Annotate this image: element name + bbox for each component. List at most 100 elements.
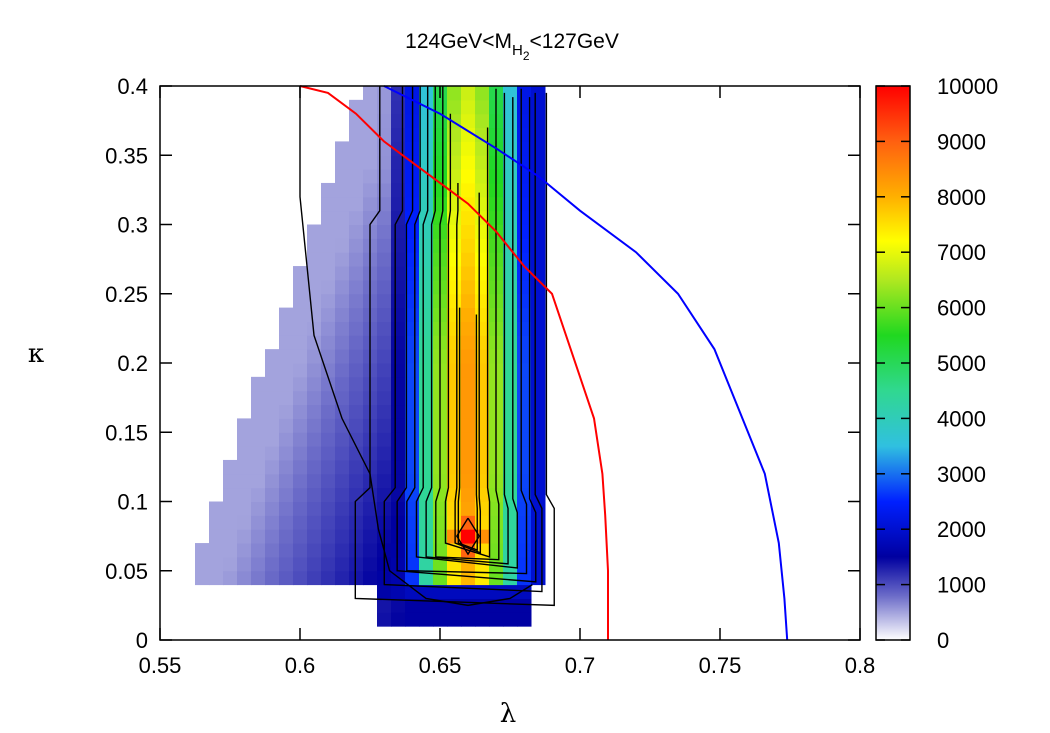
heatmap-cell xyxy=(237,473,252,489)
heatmap-cell xyxy=(335,141,350,156)
heatmap-cell xyxy=(391,459,406,475)
heatmap-cell xyxy=(223,473,238,489)
heatmap-cell xyxy=(405,418,420,433)
heatmap-cell xyxy=(503,196,518,212)
x-axis-ticks: 0.55 0.6 0.65 0.7 0.75 0.8 xyxy=(139,86,875,678)
heatmap-cell xyxy=(223,487,238,502)
heatmap-cell xyxy=(293,321,308,336)
heatmap-cell xyxy=(405,404,420,419)
contour-line xyxy=(415,86,518,569)
heatmap-cell xyxy=(405,349,420,364)
heatmap-cell xyxy=(531,155,546,170)
heatmap-cell xyxy=(377,86,392,101)
heatmap-cell xyxy=(307,266,322,281)
heatmap-cell xyxy=(503,459,518,475)
heatmap-cell xyxy=(531,418,546,433)
heatmap-cell xyxy=(335,404,350,419)
heatmap-cell xyxy=(433,141,448,156)
contour-line xyxy=(444,113,491,558)
heatmap-cell xyxy=(293,446,308,461)
heatmap-cell xyxy=(447,363,462,378)
heatmap-cell xyxy=(349,376,364,392)
heatmap-cell xyxy=(279,349,294,364)
heatmap-cell xyxy=(531,543,546,558)
heatmap-cell xyxy=(349,515,364,530)
heatmap-cell xyxy=(363,487,378,502)
heatmap-cell xyxy=(363,210,378,225)
heatmap-cell xyxy=(391,293,406,309)
heatmap-cell xyxy=(321,182,336,198)
heatmap-cell xyxy=(335,432,350,447)
heatmap-cell xyxy=(349,556,364,572)
heatmap-cell xyxy=(237,543,252,558)
heatmap-cell xyxy=(307,459,322,475)
heatmap-cell xyxy=(447,307,462,322)
heatmap-cell xyxy=(265,390,280,406)
heatmap-cell xyxy=(377,279,392,295)
heatmap-cell xyxy=(531,141,546,156)
heatmap-cell xyxy=(391,321,406,336)
heatmap-cell xyxy=(391,169,406,184)
heatmap-cell xyxy=(363,556,378,572)
heatmap-cell xyxy=(489,515,504,530)
heatmap-cell xyxy=(461,459,476,475)
heatmap-cell xyxy=(265,446,280,461)
heatmap-cell xyxy=(391,238,406,253)
heatmap-cell xyxy=(377,266,392,281)
heatmap-cell xyxy=(293,349,308,364)
heatmap-cell xyxy=(391,266,406,281)
heatmap-cell xyxy=(321,446,336,461)
heatmap-cell xyxy=(461,127,476,142)
heatmap-cell xyxy=(237,418,252,433)
heatmap-cell xyxy=(447,404,462,419)
heatmap-cell xyxy=(447,169,462,184)
heatmap-cell xyxy=(433,196,448,212)
heatmap-cell xyxy=(391,113,406,129)
heatmap-cell xyxy=(335,487,350,502)
heatmap-cell xyxy=(335,363,350,378)
heatmap-cell xyxy=(475,501,490,516)
heatmap-cell xyxy=(223,515,238,530)
heatmap-cell xyxy=(503,252,518,267)
heatmap-cell xyxy=(517,501,532,516)
heatmap-cell xyxy=(391,363,406,378)
heatmap-cell xyxy=(433,612,448,627)
heatmap-cell xyxy=(321,321,336,336)
heatmap-cell xyxy=(419,169,434,184)
heatmap-cell xyxy=(447,279,462,295)
heatmap-cell xyxy=(377,321,392,336)
heatmap-cell xyxy=(461,376,476,392)
heatmap-cell xyxy=(251,473,266,489)
heatmap-cell xyxy=(391,376,406,392)
heatmap-cell xyxy=(293,418,308,433)
heatmap-cell xyxy=(461,487,476,502)
heatmap-cell xyxy=(503,570,518,586)
heatmap-cell xyxy=(349,570,364,586)
heatmap-cell xyxy=(349,99,364,115)
heatmap-cell xyxy=(503,210,518,225)
heatmap-cell xyxy=(433,529,448,544)
heatmap-cell xyxy=(349,210,364,225)
heatmap-cell xyxy=(349,321,364,336)
heatmap-cell xyxy=(405,363,420,378)
heatmap-cell xyxy=(279,321,294,336)
heatmap-cell xyxy=(475,529,490,544)
heatmap-cell xyxy=(405,252,420,267)
heatmap-cell xyxy=(307,543,322,558)
heatmap-cell xyxy=(265,570,280,586)
heatmap-cell xyxy=(363,501,378,516)
heatmap-cell xyxy=(433,570,448,586)
heatmap-cell xyxy=(489,612,504,627)
heatmap-cell xyxy=(349,487,364,502)
heatmap-cell xyxy=(377,335,392,350)
heatmap-cell xyxy=(531,307,546,322)
heatmap-cell xyxy=(461,515,476,530)
heatmap-cell xyxy=(251,543,266,558)
heatmap-cell xyxy=(489,543,504,558)
heatmap-cell xyxy=(405,556,420,572)
heatmap-cell xyxy=(335,473,350,489)
heatmap-cell xyxy=(475,584,490,599)
heatmap-cell xyxy=(461,155,476,170)
heatmap-cell xyxy=(349,501,364,516)
